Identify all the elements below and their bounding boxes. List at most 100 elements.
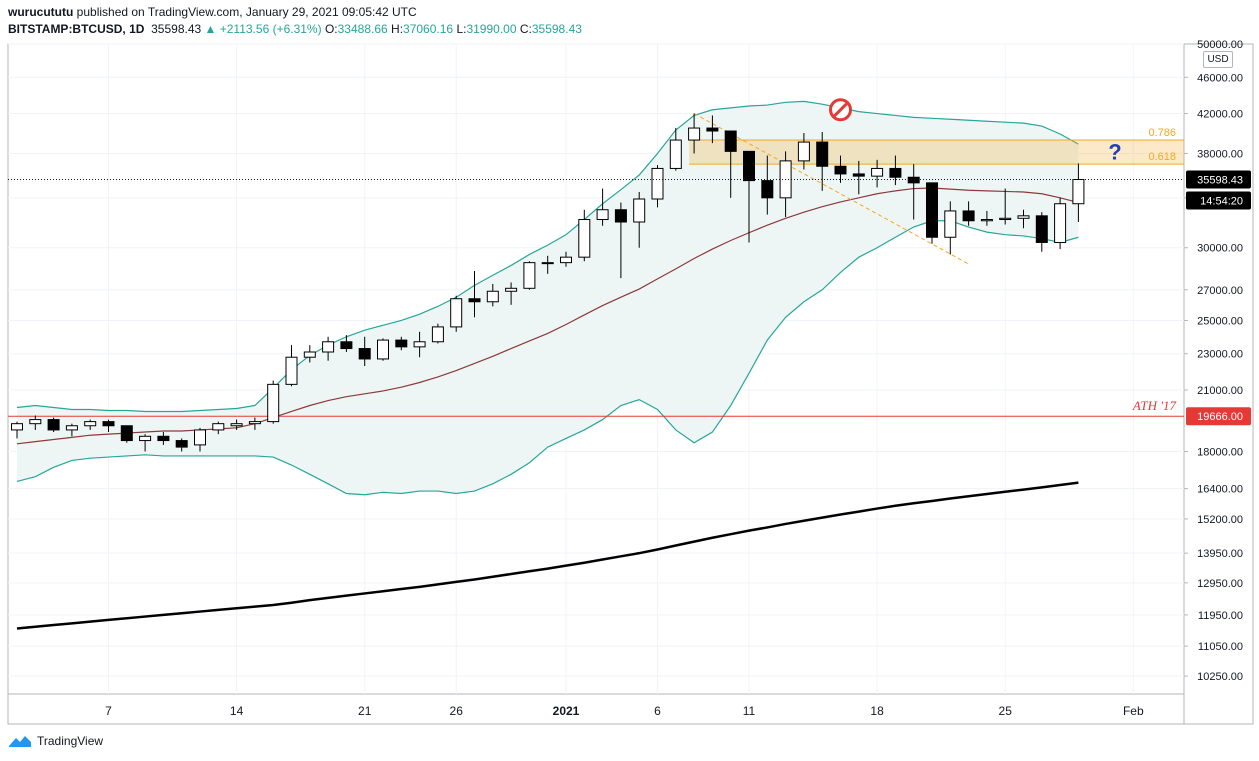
candle-body [999, 217, 1012, 221]
candle [962, 201, 975, 226]
candle-body [11, 423, 23, 431]
time-axis[interactable]: 7 14 21 26 2021 6 11 18 25 Feb [105, 704, 1144, 718]
candle [706, 115, 719, 144]
last-price-label: 35598.43 [151, 22, 202, 36]
candle [486, 283, 499, 307]
candle [450, 295, 463, 332]
candle-body [962, 210, 975, 222]
candle [11, 421, 23, 439]
candle [944, 201, 957, 255]
candle-body [1035, 215, 1048, 243]
low-key: L: [456, 22, 467, 36]
candle-body [980, 219, 993, 222]
candle [395, 336, 408, 351]
bollinger-fill [17, 101, 1079, 495]
fib-level-label: 0.786 [1148, 127, 1176, 139]
low-value: 31990.00 [466, 22, 517, 36]
y-tick-label: 23000.00 [1197, 349, 1243, 361]
author-name[interactable]: wurucututu [8, 5, 74, 19]
candle-body [797, 141, 810, 162]
y-tick-label: 38000.00 [1197, 148, 1243, 160]
candle-body [267, 383, 280, 423]
bollinger-upper-line [16, 100, 1079, 413]
candle-body [29, 419, 42, 425]
brand-label: TradingView [37, 734, 104, 748]
countdown-tag-text: 14:54:20 [1200, 196, 1243, 208]
high-value: 37060.16 [403, 22, 454, 36]
candle-body [761, 180, 774, 199]
candle [871, 159, 884, 188]
prohibited-slash [833, 102, 848, 117]
y-tick-label: 46000.00 [1197, 72, 1243, 84]
candle [377, 338, 389, 361]
publish-header: wurucututu published on TradingView.com,… [8, 5, 417, 19]
candle-body [230, 423, 243, 427]
candle-body [852, 173, 865, 177]
candle [285, 345, 298, 387]
candle-body [1017, 215, 1030, 219]
candle-body [907, 176, 920, 184]
candle-body [614, 209, 627, 223]
candle [120, 425, 133, 443]
candle-body [47, 419, 60, 431]
candle-body [175, 440, 188, 448]
symbol-label[interactable]: BITSTAMP:BTCUSD, 1D [8, 22, 145, 36]
candle [926, 182, 938, 244]
candle-body [340, 341, 353, 350]
ma20-line [16, 187, 1079, 445]
candle-body [505, 287, 518, 292]
candle [907, 164, 920, 220]
candle [1017, 209, 1030, 229]
candle-body [596, 209, 609, 221]
ath-price-tag: 19666.00 [1186, 407, 1251, 426]
last-price-tag: 35598.43 [1186, 170, 1251, 189]
candle-body [541, 262, 554, 265]
tradingview-footer[interactable]: TradingView [8, 734, 103, 748]
x-tick-label: 6 [654, 704, 661, 718]
y-tick-label: 27000.00 [1197, 285, 1243, 297]
x-tick-label: 11 [743, 704, 756, 718]
candle [65, 423, 78, 437]
fib-level-label: 0.618 [1148, 151, 1176, 163]
y-tick-label: 16400.00 [1197, 484, 1243, 496]
y-tick-label: 11950.00 [1198, 610, 1243, 622]
candle [596, 188, 609, 226]
candle-body [120, 425, 133, 442]
ath-price-tag-box [1186, 407, 1251, 426]
candle-body [743, 150, 755, 182]
annotations: ? [8, 98, 1184, 181]
candle-body [194, 429, 206, 446]
y-tick-label: 13950.00 [1197, 548, 1243, 560]
candle [578, 209, 591, 262]
candle [29, 415, 42, 430]
x-tick-label: 18 [870, 704, 884, 718]
candle-body [322, 341, 335, 353]
x-tick-label: 14 [230, 704, 244, 718]
candle-body [84, 421, 97, 427]
candle [267, 380, 280, 424]
y-tick-label: 50000.00 [1197, 39, 1243, 51]
candle-body [669, 139, 682, 169]
candle [431, 323, 444, 344]
candle-body [633, 198, 646, 223]
fib-trend-line [693, 113, 969, 265]
currency-badge[interactable]: USD [1203, 51, 1233, 68]
fib-zone: 0.786 0.618 [689, 113, 1184, 265]
candle-body [212, 423, 225, 431]
fib-rect [689, 140, 1184, 165]
candle [468, 271, 481, 318]
candle [505, 282, 518, 305]
candle [852, 160, 865, 195]
ath-label: ATH '17 [1132, 398, 1177, 413]
moving-averages: ATH '17 [8, 187, 1184, 630]
candle [633, 192, 646, 248]
candle [303, 345, 316, 363]
candle [816, 132, 829, 191]
candle-body [486, 290, 499, 303]
countdown-tag: 14:54:20 [1186, 191, 1251, 210]
countdown-tag-box [1186, 191, 1251, 210]
price-axis[interactable]: 50000.0046000.0042000.0038000.0034000.00… [1184, 39, 1251, 683]
last-price-tag-text: 35598.43 [1197, 175, 1243, 187]
y-tick-label: 30000.00 [1197, 243, 1243, 255]
